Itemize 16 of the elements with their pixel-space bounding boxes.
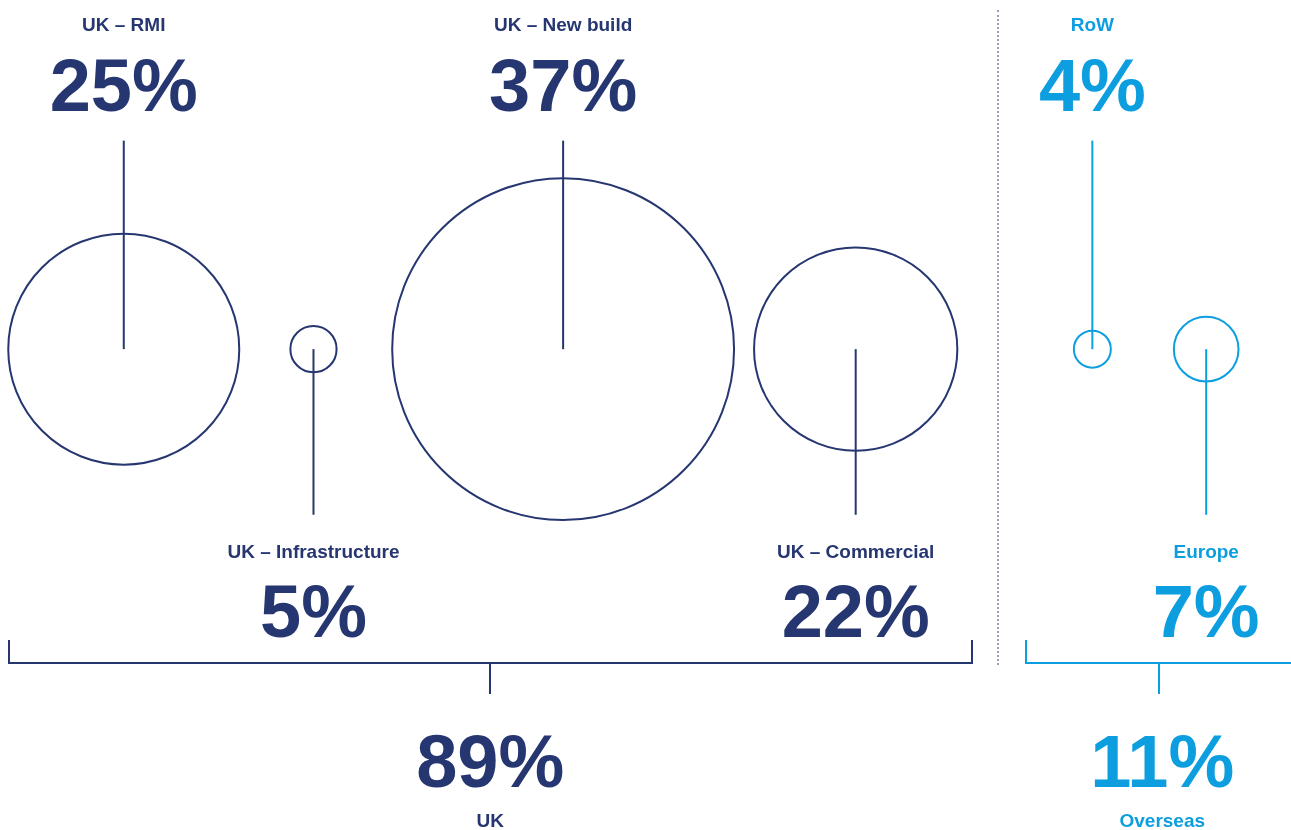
category-label: UK – Infrastructure [227, 540, 400, 562]
data-label: 25% [49, 43, 198, 127]
category-label: UK – RMI [82, 13, 166, 35]
data-label: 7% [1152, 570, 1260, 654]
text: 89% [416, 720, 565, 804]
text: 11% [1090, 720, 1235, 804]
text: UK [476, 810, 505, 830]
data-label: 22% [781, 570, 930, 654]
category-label: UK – New build [493, 13, 633, 35]
data-label: 4% [1038, 43, 1146, 127]
category-label: Europe [1173, 540, 1239, 562]
category-label: RoW [1070, 13, 1115, 35]
category-label: UK – Commercial [777, 540, 935, 562]
text: Overseas [1119, 810, 1206, 830]
data-label: 37% [489, 43, 638, 127]
data-label: 5% [260, 570, 367, 654]
